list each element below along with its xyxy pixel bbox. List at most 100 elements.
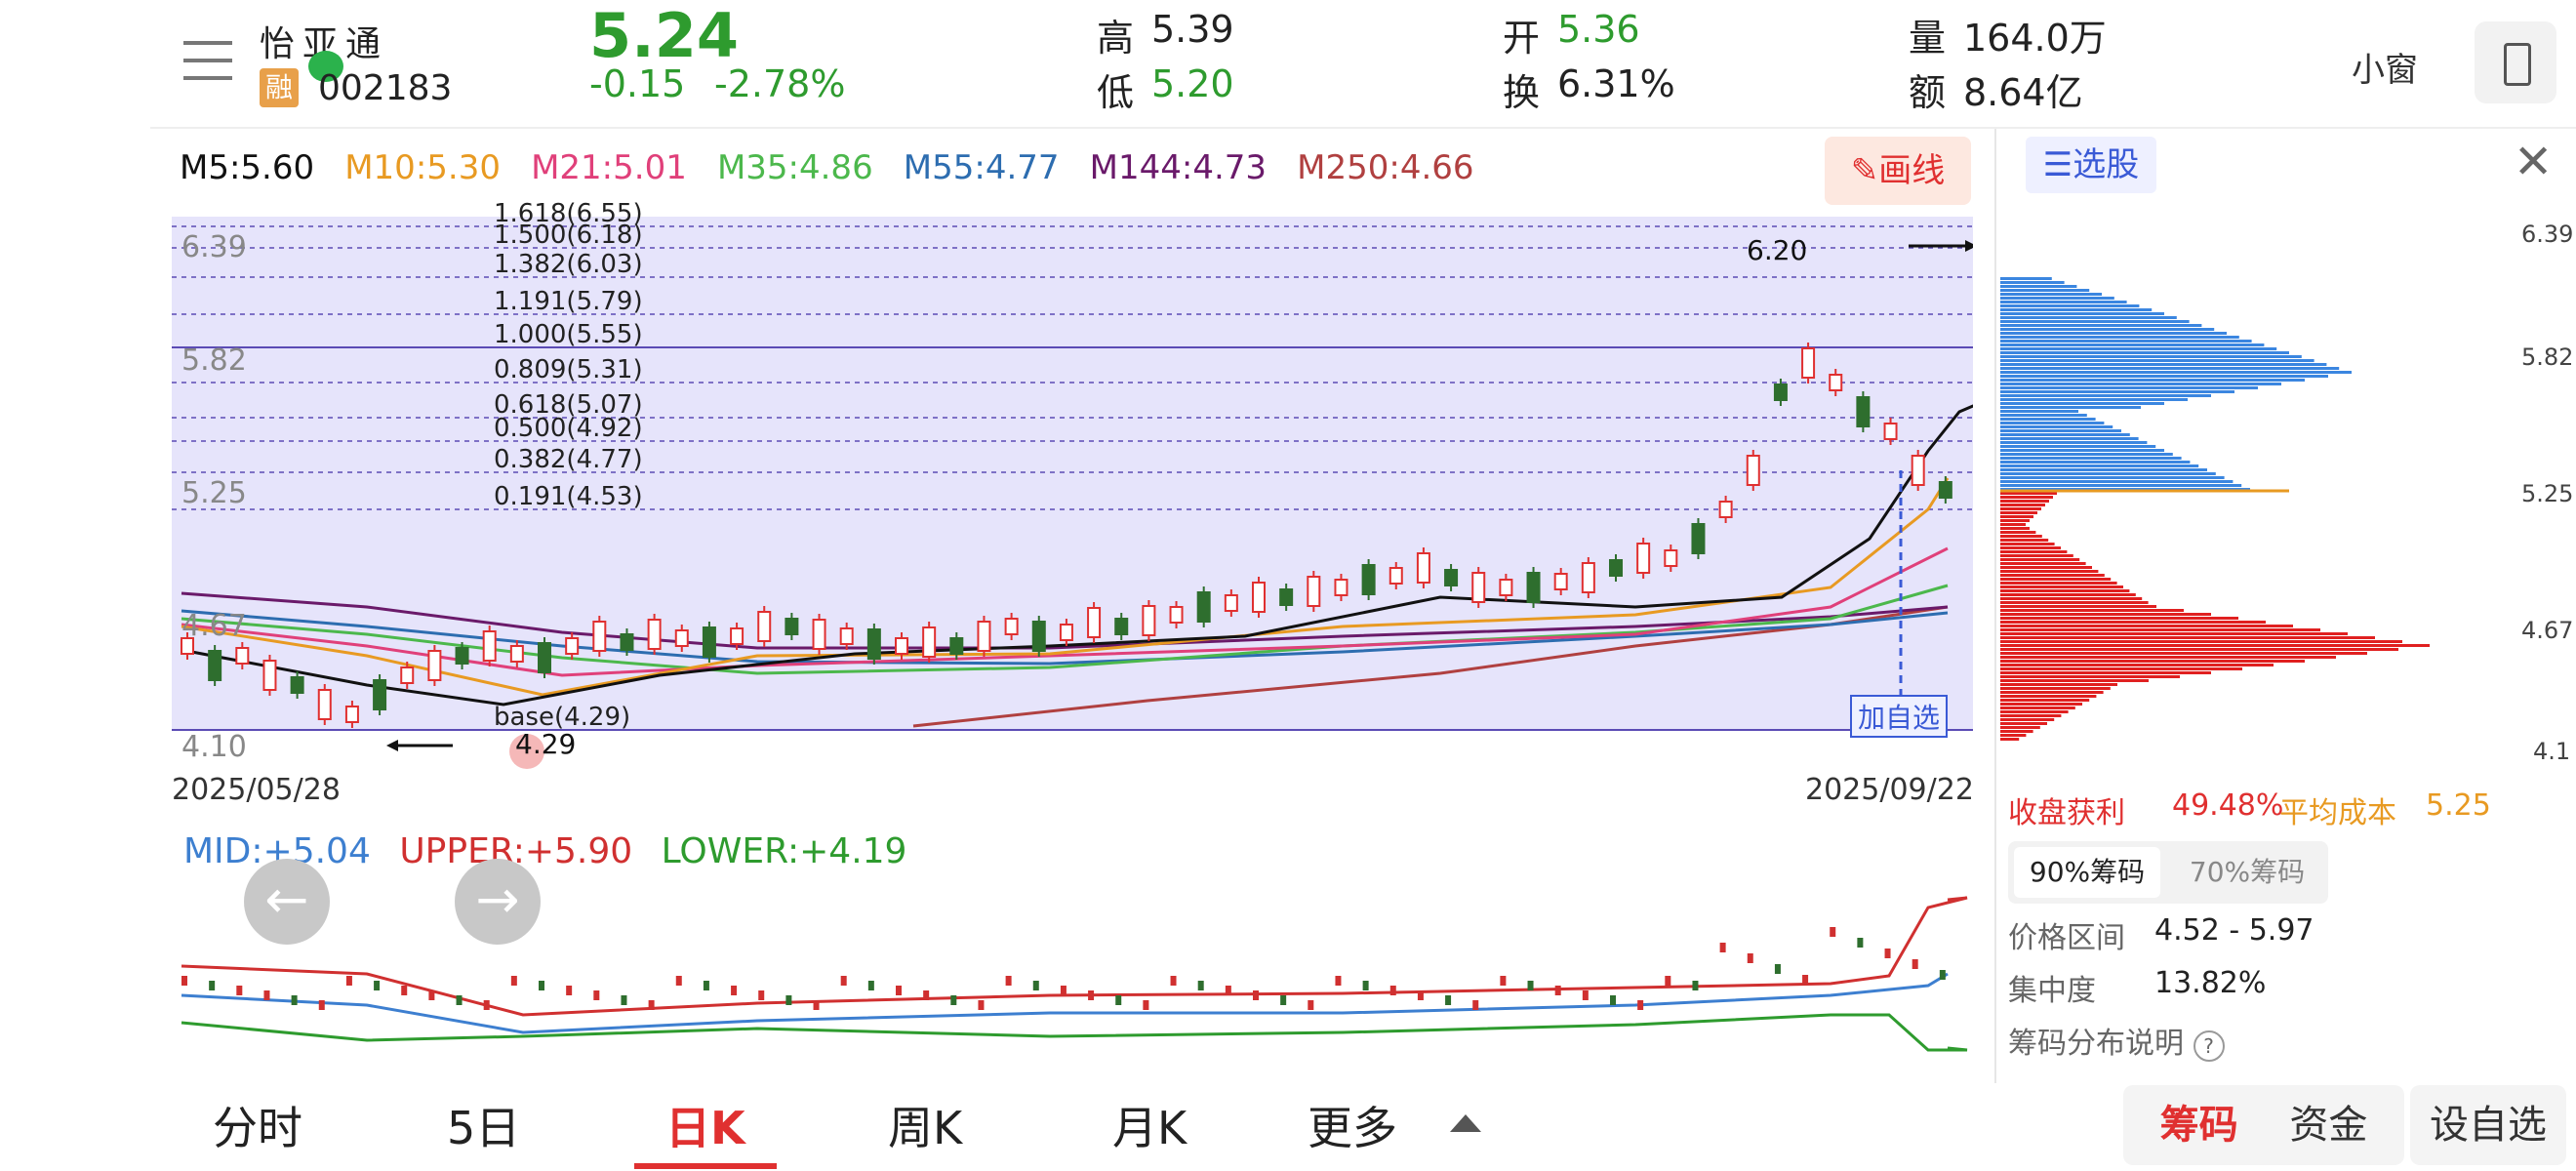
boll-candle — [566, 986, 573, 995]
candle — [1911, 455, 1925, 486]
boll-candle — [1719, 943, 1726, 952]
chip-bar — [2000, 355, 2302, 358]
chip-bar — [2000, 656, 2336, 659]
chip-bar — [2000, 375, 2328, 378]
chip-bar — [2000, 527, 2030, 530]
profit-value: 49.48% — [2172, 788, 2284, 823]
chip-bar — [2000, 441, 2148, 444]
high-value: 5.39 — [1151, 8, 1234, 51]
fib-label: 1.191(5.79) — [494, 287, 643, 316]
chip-bar — [2000, 492, 2057, 495]
draw-line-label: 画线 — [1878, 151, 1946, 190]
kline-chart[interactable] — [172, 217, 1973, 777]
tab-monthly-k[interactable]: 月K — [1112, 1102, 1187, 1154]
chip-bar — [2000, 406, 2141, 409]
boll-candle — [1884, 949, 1891, 958]
scroll-left-button[interactable]: ← — [244, 859, 330, 945]
boll-candle — [1032, 981, 1039, 990]
tab-intraday[interactable]: 分时 — [213, 1102, 302, 1154]
add-watch-button[interactable]: 加自选 — [1850, 695, 1949, 738]
chip-bar — [2000, 386, 2258, 389]
low-value: 5.20 — [1151, 62, 1234, 105]
candle — [866, 628, 881, 660]
boll-candle — [675, 976, 682, 986]
chip-bar — [2000, 367, 2340, 370]
fib-label: 1.000(5.55) — [494, 320, 643, 349]
tab-90-chips[interactable]: 90%筹码 — [2014, 847, 2160, 898]
boll-candle — [345, 976, 352, 986]
chip-bar — [2000, 390, 2234, 393]
candle — [1581, 562, 1595, 593]
chip-bar — [2000, 535, 2042, 538]
candle — [647, 619, 662, 650]
boll-candle — [896, 986, 902, 995]
tab-weekly-k[interactable]: 周K — [888, 1102, 963, 1154]
close-icon[interactable]: ✕ — [2514, 135, 2554, 189]
candle — [1746, 455, 1760, 486]
ma-55: M55:4.77 — [903, 148, 1060, 187]
add-watchlist-button[interactable]: 设自选 — [2410, 1085, 2566, 1165]
caret-up-icon[interactable] — [1450, 1114, 1481, 1132]
candle — [290, 676, 304, 694]
draw-line-button[interactable]: ✎画线 — [1825, 137, 1971, 205]
chip-bar — [2000, 582, 2117, 585]
tab-daily-k[interactable]: 日K — [665, 1102, 745, 1154]
boll-candle — [1500, 976, 1507, 986]
boll-candle — [1665, 976, 1671, 986]
boll-candle — [1225, 986, 1231, 995]
boll-candle — [1115, 995, 1122, 1005]
chip-bar — [2000, 332, 2227, 335]
price-axis-label: 5.82 — [181, 343, 247, 378]
tab-5day[interactable]: 5日 — [447, 1102, 521, 1154]
small-window-button[interactable]: 小窗 — [2352, 51, 2418, 90]
tab-70-chips[interactable]: 70%筹码 — [2189, 856, 2306, 888]
chip-bar — [2000, 422, 2105, 424]
phone-icon[interactable] — [2475, 21, 2556, 103]
boll-candle — [1582, 990, 1589, 1000]
boll-candle — [1005, 976, 1012, 986]
chip-bar — [2000, 652, 2367, 655]
chip-help-link[interactable]: 筹码分布说明 ? — [2008, 1019, 2225, 1062]
start-date: 2025/05/28 — [172, 773, 341, 807]
tab-more[interactable]: 更多 — [1308, 1102, 1397, 1154]
stock-pick-button[interactable]: ☰选股 — [2026, 137, 2156, 193]
chip-bar — [2000, 718, 2055, 721]
chip-bar — [2000, 664, 2274, 666]
chip-bar — [2000, 558, 2080, 561]
boll-candle — [209, 981, 216, 990]
candle — [1664, 549, 1678, 567]
funds-label[interactable]: 资金 — [2289, 1103, 2368, 1148]
chip-bar — [2000, 414, 2087, 417]
chip-bar — [2000, 695, 2097, 698]
scroll-right-button[interactable]: → — [455, 859, 541, 945]
stock-code: 002183 — [318, 68, 453, 108]
candle — [1883, 423, 1898, 440]
ma-5: M5:5.60 — [180, 148, 315, 187]
chip-bar — [2000, 679, 2149, 682]
boll-mid-line — [181, 972, 1949, 1034]
chip-bar — [2000, 461, 2191, 464]
chip-bar — [2000, 453, 2173, 456]
boll-candle — [1610, 995, 1616, 1005]
fib-label: 1.382(6.03) — [494, 250, 643, 279]
menu-icon[interactable] — [183, 35, 236, 88]
boll-candle — [703, 981, 709, 990]
chip-bar — [2000, 472, 2216, 475]
chip-bar — [2000, 304, 2140, 307]
chip-bar — [2000, 593, 2136, 596]
chip-bar — [2000, 277, 2052, 280]
chip-bar — [2000, 363, 2327, 366]
chip-bar — [2000, 738, 2020, 741]
chips-button[interactable]: 筹码 资金 — [2123, 1085, 2404, 1165]
candle — [730, 627, 745, 645]
candle — [702, 626, 716, 658]
chip-bar — [2000, 703, 2082, 706]
chips-label: 筹码 — [2159, 1103, 2238, 1148]
low-label: 低 — [1097, 71, 1135, 114]
fib-label: 0.500(4.92) — [494, 414, 643, 443]
chip-bar — [2000, 578, 2112, 581]
chip-bar — [2000, 324, 2202, 327]
boll-candle — [1692, 981, 1699, 990]
chip-bar — [2000, 511, 2037, 514]
chip-bar — [2000, 699, 2090, 702]
